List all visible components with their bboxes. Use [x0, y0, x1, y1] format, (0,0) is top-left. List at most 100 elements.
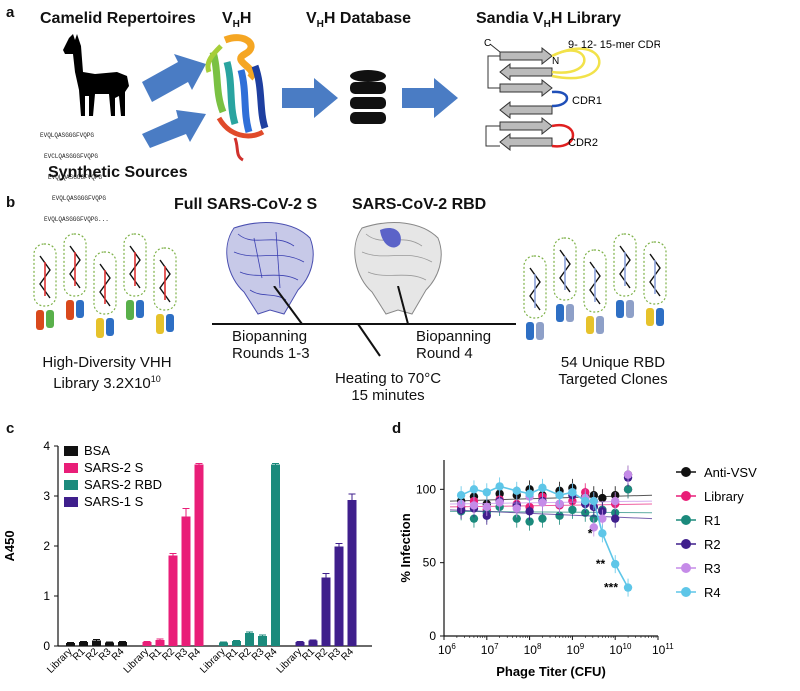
data-point	[598, 514, 607, 523]
significance-label: **	[596, 557, 606, 571]
sequence-list: EVQLQASGGGFVQPG EVCLQASGGGFVQPG EVQLQASG…	[40, 132, 109, 223]
y-tick-label: 0	[43, 639, 50, 653]
x-axis-label: Phage Titer (CFU)	[496, 664, 606, 679]
bar	[219, 642, 228, 646]
bar	[92, 640, 101, 646]
data-point	[525, 517, 534, 526]
data-point	[589, 523, 598, 532]
x-tick-label: 1010	[609, 642, 632, 657]
bar	[271, 464, 280, 646]
llama-icon	[63, 34, 129, 116]
data-point	[512, 514, 521, 523]
panel-d-label: d	[392, 420, 402, 437]
bar	[168, 555, 178, 646]
camelid-title: Camelid Repertoires	[40, 10, 196, 27]
bar	[66, 643, 75, 646]
elisa-bar-chart: 01234A450LibraryR1R2R3R4LibraryR1R2R3R4L…	[2, 439, 372, 676]
rbd-title: SARS-CoV-2 RBD	[352, 196, 487, 213]
bar	[142, 642, 152, 646]
legend-swatch	[64, 446, 78, 456]
data-point	[495, 498, 504, 507]
bar	[334, 546, 344, 646]
legend-label: Library	[704, 489, 744, 504]
heating-label: Heating to 70°C 15 minutes	[334, 370, 442, 404]
bar	[118, 642, 127, 646]
library-topology-diagram: C N 9- 12- 15-mer CDR3 CDR1 CDR2	[484, 38, 660, 152]
data-point	[568, 505, 577, 515]
data-point	[469, 501, 479, 510]
vhh-structure-image	[205, 34, 269, 162]
bar	[155, 640, 165, 646]
data-point	[623, 470, 633, 479]
legend-label: Anti-VSV	[704, 465, 757, 480]
sandia-library-title: Sandia VHH Library	[476, 10, 622, 31]
legend-label: SARS-2 S	[84, 460, 144, 475]
data-point	[611, 496, 620, 506]
legend-label: SARS-1 S	[84, 494, 144, 509]
full-s-title: Full SARS-CoV-2 S	[174, 196, 318, 213]
data-point	[611, 514, 620, 523]
legend-swatch	[681, 515, 691, 525]
panel-a-label: a	[6, 4, 15, 21]
x-tick-label: 108	[524, 642, 542, 657]
data-point	[568, 488, 577, 497]
legend-swatch	[681, 467, 691, 477]
fit-line	[449, 503, 653, 508]
arrows-to-vhh	[142, 54, 206, 148]
synthetic-sources-label: Synthetic Sources	[48, 164, 188, 181]
data-point	[512, 486, 521, 495]
y-tick-label: 100	[416, 482, 436, 496]
y-tick-label: 2	[43, 539, 50, 553]
bar	[181, 516, 191, 646]
legend-swatch	[681, 539, 691, 549]
legend-swatch	[64, 463, 78, 473]
bar	[105, 642, 114, 646]
data-point	[525, 507, 534, 516]
y-tick-label: 50	[423, 556, 437, 570]
vhh-database-title: VHH Database	[306, 10, 412, 31]
legend-label: SARS-2 RBD	[84, 477, 162, 492]
bar	[258, 636, 267, 646]
legend-label: R1	[704, 513, 721, 528]
arrow-to-library	[402, 78, 458, 118]
fit-line	[449, 500, 653, 505]
x-tick-label: 109	[566, 642, 584, 657]
bar	[232, 641, 241, 646]
data-point	[495, 482, 504, 491]
x-tick-label: R4	[339, 646, 356, 663]
data-point	[581, 496, 590, 506]
x-tick-label: 107	[481, 642, 499, 657]
y-tick-label: 3	[43, 489, 50, 503]
infection-scatter-chart: 0 50 100 106 107 108 109 1010 1011 Phage Titer (C…	[398, 460, 757, 679]
legend-label: R4	[704, 585, 721, 600]
data-point	[538, 483, 547, 493]
bar	[295, 642, 305, 646]
cdr3-label: 9- 12- 15-mer CDR3	[568, 39, 660, 51]
legend-swatch	[681, 587, 691, 597]
n-terminus-label: N	[552, 56, 559, 67]
data-point	[525, 489, 534, 498]
data-point	[611, 559, 620, 569]
fit-line	[449, 494, 653, 502]
bar	[321, 577, 331, 646]
panel-c-label: c	[6, 420, 15, 437]
data-point	[469, 514, 479, 523]
phage-library-right-image	[523, 233, 667, 340]
data-point	[538, 498, 547, 507]
x-tick-label: Library	[275, 646, 304, 675]
legend-swatch	[64, 480, 78, 490]
data-point	[623, 583, 633, 592]
panel-b-label: b	[6, 194, 16, 211]
arrow-to-database	[282, 78, 338, 118]
biopanning-rounds-1-3-label: Biopanning Rounds 1-3	[232, 328, 310, 362]
bar	[347, 500, 357, 646]
legend-swatch	[681, 563, 691, 573]
data-point	[469, 485, 479, 494]
legend-label: R3	[704, 561, 721, 576]
x-tick-label: 106	[438, 642, 456, 657]
unique-clones-label: 54 Unique RBD Targeted Clones	[558, 354, 668, 388]
x-tick-label: Library	[198, 646, 227, 675]
legend-label: R2	[704, 537, 721, 552]
full-spike-structure-image	[226, 222, 314, 315]
biopanning-round-4-label: Biopanning Round 4	[416, 328, 492, 362]
